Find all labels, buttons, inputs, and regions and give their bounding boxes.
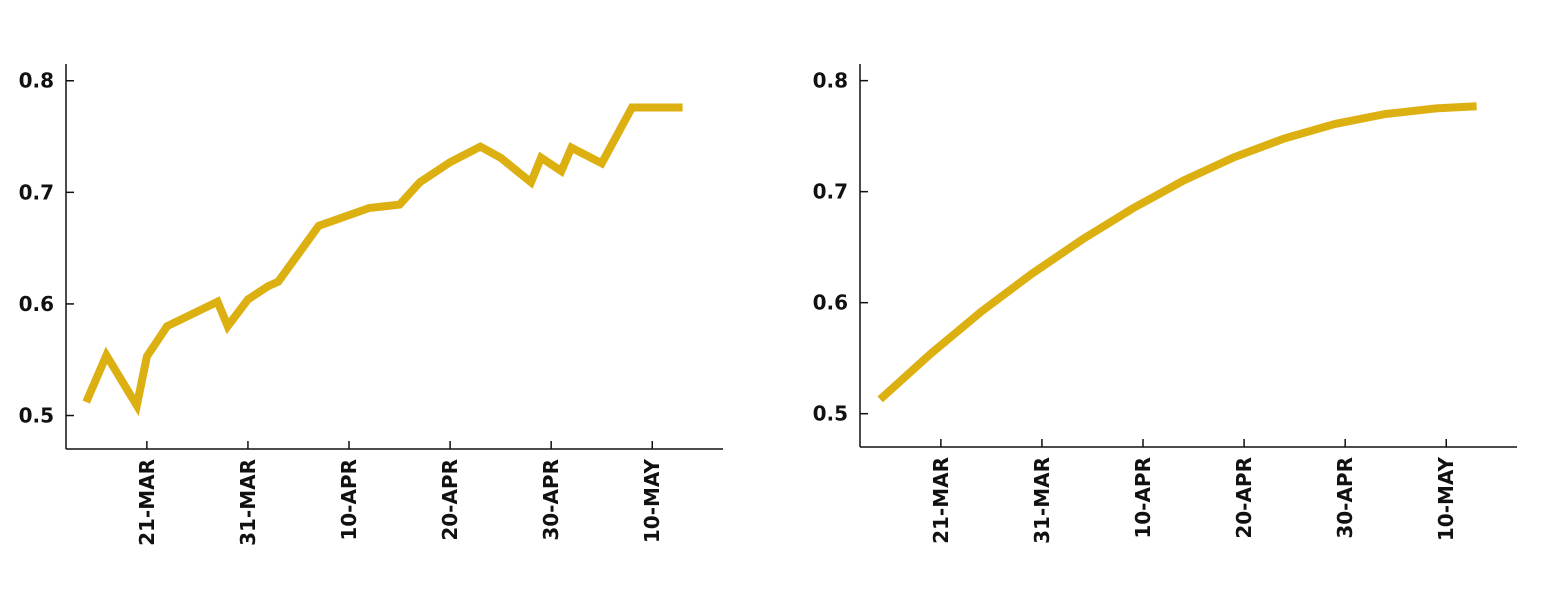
chart-2: 0.5 0.6 0.7 0.8 21-MAR 31-MAR 10-APR 20-APR 30-A… bbox=[813, 64, 1517, 544]
y-tick-label: 0.7 bbox=[813, 180, 848, 204]
chart-1: 0.5 0.6 0.7 0.8 21-MAR 31-MAR 10-APR 20-APR 30-A… bbox=[19, 64, 723, 546]
x-tick-label: 10-MAY bbox=[1434, 456, 1458, 541]
x-tick-label: 21-MAR bbox=[929, 457, 953, 544]
y-tick-label: 0.6 bbox=[813, 291, 848, 315]
x-tick-label: 10-APR bbox=[1131, 457, 1155, 539]
x-tick-label: 10-APR bbox=[337, 459, 361, 541]
x-tick-label: 20-APR bbox=[1232, 457, 1256, 539]
x-tick-label: 30-APR bbox=[1333, 457, 1357, 539]
series-line-1 bbox=[82, 103, 683, 417]
y-tick-label: 0.7 bbox=[19, 180, 54, 204]
y-tick-label: 0.6 bbox=[19, 292, 54, 316]
x-tick-label: 21-MAR bbox=[135, 459, 159, 546]
x-tick-label: 20-APR bbox=[438, 459, 462, 541]
y-tick-label: 0.8 bbox=[19, 69, 54, 93]
x-tick-label: 31-MAR bbox=[236, 459, 260, 546]
series-line-1 bbox=[877, 102, 1477, 403]
y-tick-label: 0.5 bbox=[19, 404, 54, 428]
x-tick-label: 30-APR bbox=[539, 459, 563, 541]
y-tick-label: 0.8 bbox=[813, 69, 848, 93]
x-tick-label: 31-MAR bbox=[1030, 457, 1054, 544]
x-tick-label: 10-MAY bbox=[640, 458, 664, 543]
y-tick-label: 0.5 bbox=[813, 402, 848, 426]
